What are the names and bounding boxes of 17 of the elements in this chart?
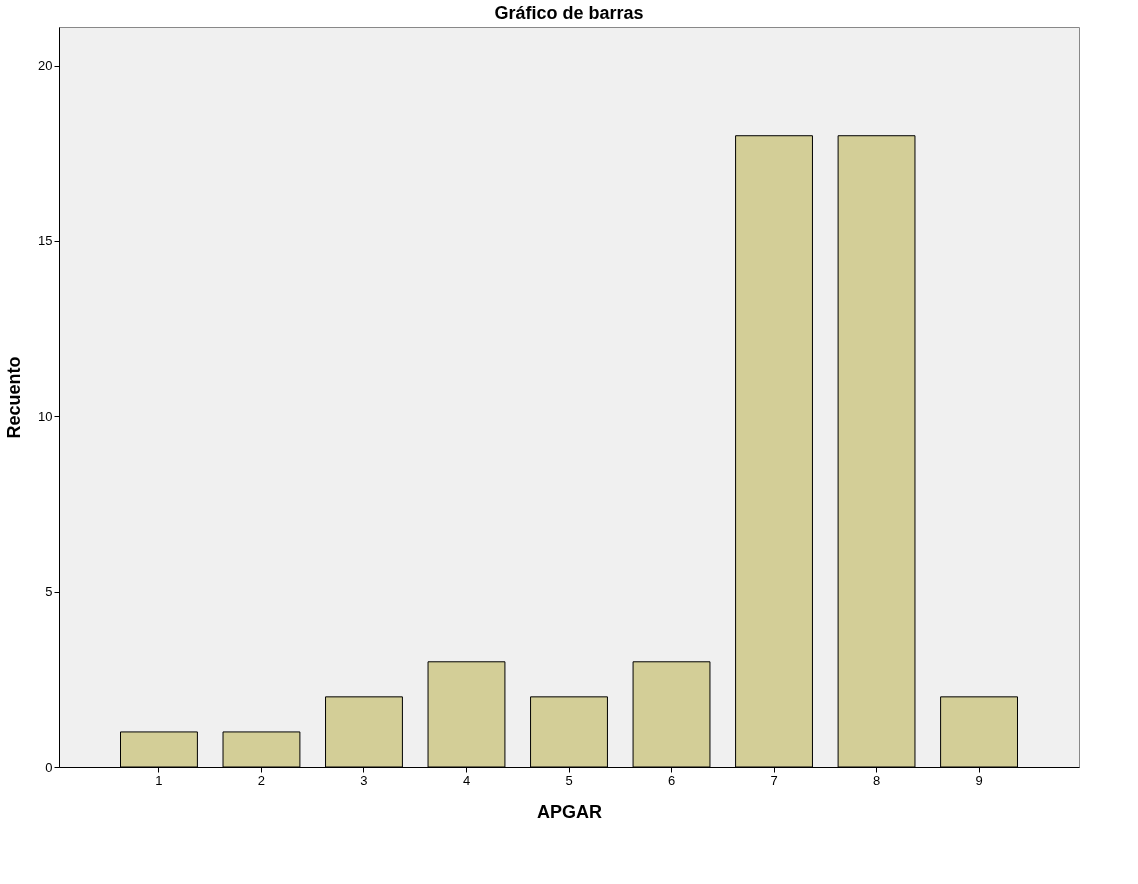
x-tick-label: 4 <box>462 772 471 788</box>
x-tick-label: 9 <box>975 772 983 788</box>
x-tick-label: 6 <box>667 772 676 788</box>
y-tick-label: 0 <box>45 759 53 775</box>
x-tick-label: 7 <box>770 772 778 788</box>
chart-title: Gráfico de barras <box>494 3 644 23</box>
x-axis-title: APGAR <box>536 801 603 822</box>
y-axis-title: Recuento <box>4 356 25 439</box>
y-tick-label: 15 <box>38 233 53 249</box>
x-tick-label: 3 <box>360 772 368 788</box>
x-tick-label: 5 <box>565 772 573 788</box>
x-tick-label: 1 <box>155 772 163 788</box>
x-tick-label: 8 <box>872 772 881 788</box>
y-tick-label: 5 <box>45 584 53 600</box>
x-tick-label: 2 <box>257 772 266 788</box>
y-tick-label: 10 <box>38 408 53 424</box>
y-tick-label: 20 <box>38 58 53 74</box>
